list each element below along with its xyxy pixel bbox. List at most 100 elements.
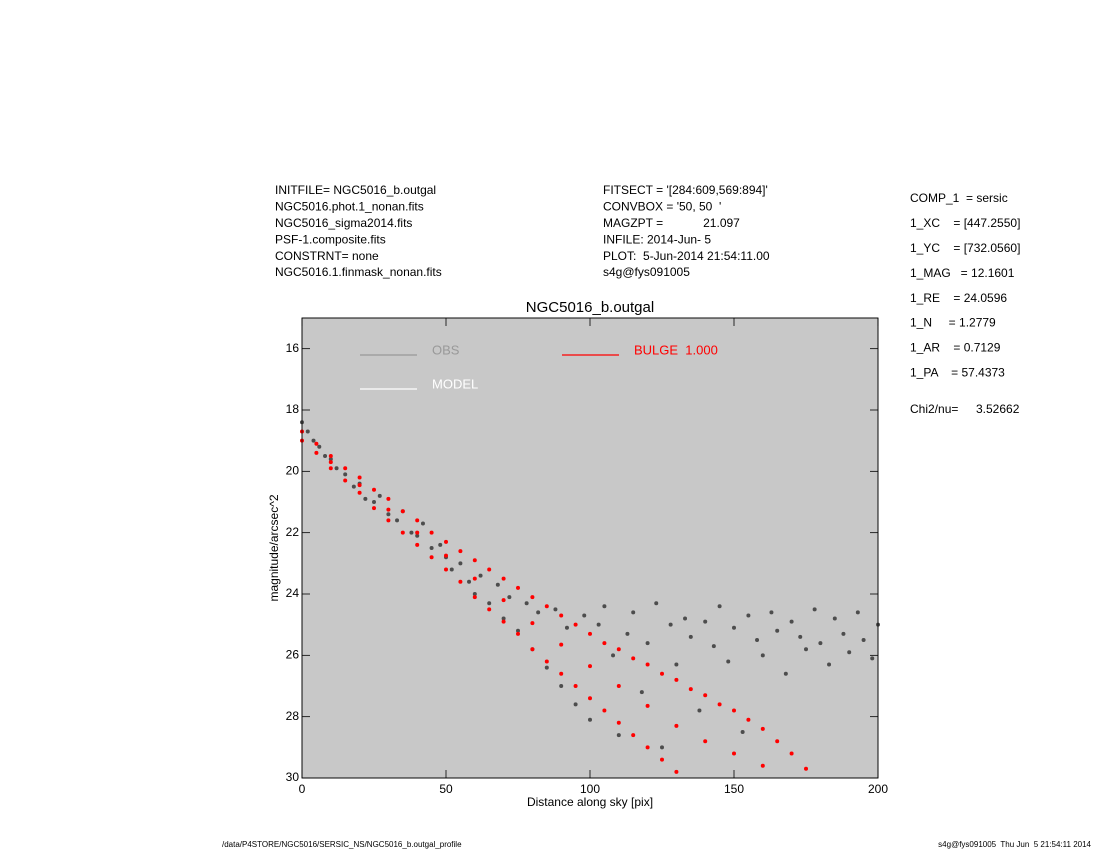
legend-label: MODEL bbox=[432, 376, 478, 391]
data-point bbox=[516, 628, 520, 633]
data-point bbox=[688, 687, 693, 692]
data-point bbox=[429, 555, 434, 560]
data-point bbox=[645, 703, 650, 708]
data-point bbox=[631, 610, 636, 615]
data-point bbox=[654, 601, 659, 606]
data-point bbox=[501, 576, 506, 581]
info-middle-line: INFILE: 2014-Jun- 5 bbox=[603, 232, 711, 246]
data-point bbox=[841, 631, 846, 636]
data-point bbox=[478, 573, 483, 578]
data-point bbox=[732, 751, 736, 756]
data-point bbox=[812, 607, 817, 612]
data-point bbox=[775, 628, 780, 633]
data-point bbox=[827, 662, 832, 667]
data-point bbox=[386, 496, 391, 501]
data-point bbox=[415, 518, 420, 523]
data-point bbox=[674, 723, 679, 728]
y-tick-label: 22 bbox=[286, 525, 300, 539]
legend-label: OBS bbox=[432, 342, 460, 357]
data-point bbox=[573, 622, 578, 627]
data-point bbox=[530, 647, 535, 652]
data-point bbox=[798, 634, 803, 639]
data-point bbox=[386, 518, 391, 523]
data-point bbox=[328, 457, 333, 462]
data-point bbox=[717, 702, 722, 707]
info-right-line: 1_MAG = 12.1601 bbox=[910, 266, 1015, 280]
data-point bbox=[472, 576, 477, 581]
chart-title: NGC5016_b.outgal bbox=[526, 299, 654, 316]
footer-right: s4g@fys091005 Thu Jun 5 21:54:11 2014 bbox=[938, 840, 1091, 849]
info-middle-line: s4g@fys091005 bbox=[603, 265, 690, 279]
y-tick-label: 26 bbox=[286, 648, 300, 662]
info-right-line: 1_XC = [447.2550] bbox=[910, 216, 1020, 230]
info-left-line: INITFILE= NGC5016_b.outgal bbox=[275, 183, 436, 197]
data-point bbox=[668, 622, 673, 627]
data-point bbox=[870, 656, 875, 661]
legend-label: BULGE 1.000 bbox=[634, 342, 718, 357]
y-tick-label: 24 bbox=[286, 586, 300, 600]
data-point bbox=[363, 496, 368, 501]
data-point bbox=[323, 454, 328, 458]
data-point bbox=[400, 509, 405, 514]
data-point bbox=[602, 708, 607, 713]
data-point bbox=[449, 567, 454, 572]
data-point bbox=[314, 441, 319, 446]
data-point bbox=[544, 604, 549, 609]
data-point bbox=[564, 625, 569, 630]
data-point bbox=[755, 638, 760, 642]
data-point bbox=[775, 739, 780, 744]
data-point bbox=[639, 690, 644, 695]
data-point bbox=[530, 621, 535, 626]
info-middle-line: PLOT: 5-Jun-2014 21:54:11.00 bbox=[603, 249, 770, 263]
info-left-line: CONSTRNT= none bbox=[275, 249, 379, 263]
data-point bbox=[804, 766, 808, 771]
data-point bbox=[789, 619, 794, 624]
data-point bbox=[467, 579, 472, 584]
info-right-line: 1_N = 1.2779 bbox=[910, 316, 996, 330]
data-point bbox=[674, 677, 679, 682]
data-point bbox=[487, 601, 492, 606]
data-point bbox=[544, 659, 549, 664]
data-point bbox=[746, 717, 751, 722]
x-tick-label: 150 bbox=[724, 782, 744, 796]
data-point bbox=[444, 553, 448, 558]
data-point bbox=[472, 558, 477, 563]
data-point bbox=[732, 708, 736, 713]
data-point bbox=[501, 619, 506, 624]
info-right-line: 1_YC = [732.0560] bbox=[910, 241, 1020, 255]
footer-left: /data/P4STORE/NGC5016/SERSIC_NS/NGC5016_… bbox=[222, 840, 462, 849]
data-point bbox=[438, 542, 443, 547]
data-point bbox=[818, 641, 823, 646]
data-point bbox=[357, 490, 362, 495]
data-point bbox=[400, 530, 405, 535]
info-right-line: COMP_1 = sersic bbox=[910, 191, 1008, 205]
data-point bbox=[602, 641, 607, 646]
data-point bbox=[415, 542, 420, 547]
data-point bbox=[372, 506, 376, 511]
data-point bbox=[343, 466, 348, 471]
data-point bbox=[660, 757, 664, 762]
data-point bbox=[789, 751, 794, 756]
data-point bbox=[501, 616, 506, 621]
chi2-label: Chi2/nu= bbox=[910, 402, 958, 416]
data-point bbox=[415, 533, 420, 538]
data-point bbox=[507, 595, 512, 600]
data-point bbox=[487, 607, 492, 612]
data-point bbox=[317, 444, 322, 449]
data-point bbox=[760, 763, 765, 768]
data-point bbox=[660, 671, 664, 676]
data-point bbox=[660, 745, 664, 750]
data-point bbox=[501, 598, 506, 603]
data-point bbox=[573, 684, 578, 688]
data-point bbox=[444, 539, 448, 544]
data-point bbox=[472, 595, 477, 600]
data-point bbox=[559, 671, 564, 676]
y-tick-label: 18 bbox=[286, 402, 300, 416]
data-point bbox=[530, 595, 535, 600]
data-point bbox=[645, 662, 650, 667]
data-point bbox=[377, 493, 382, 498]
data-point bbox=[832, 616, 837, 621]
info-right-line: 1_AR = 0.7129 bbox=[910, 341, 1001, 355]
data-point bbox=[588, 664, 592, 669]
